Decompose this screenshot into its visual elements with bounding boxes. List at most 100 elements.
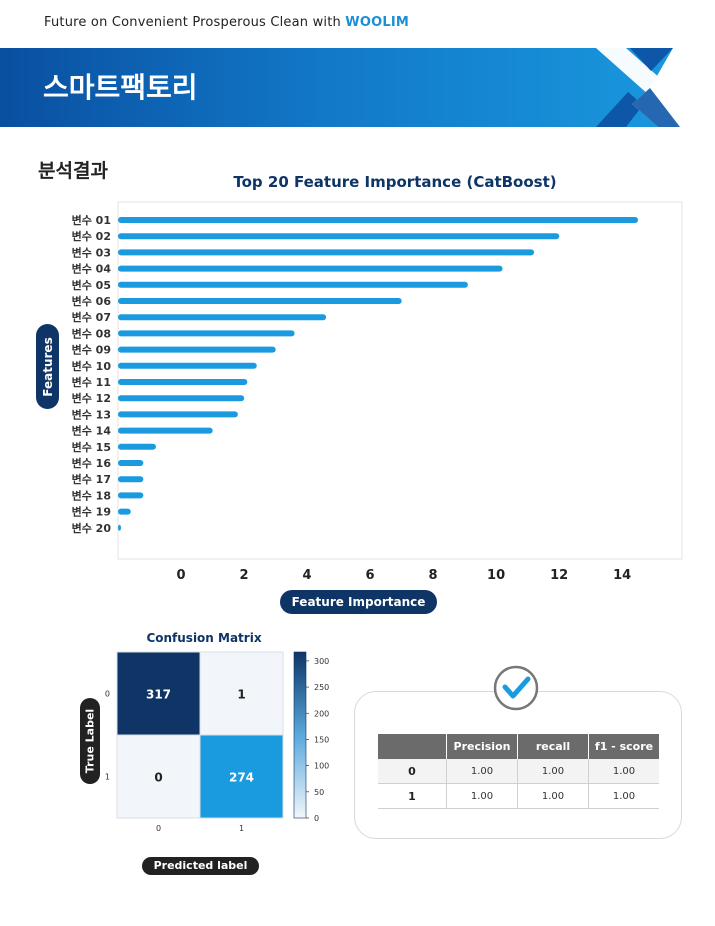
y-tick-label: 변수 05	[72, 278, 111, 292]
y-tick-label: 변수 19	[72, 505, 111, 519]
cm-x-tick: 1	[239, 824, 244, 833]
f1-cell: 1.00	[588, 759, 659, 784]
y-axis-label-pill: Features	[36, 324, 59, 409]
cm-value: 1	[237, 688, 245, 702]
cm-cell	[199, 651, 284, 736]
bar	[118, 249, 535, 256]
metrics-header-f1: f1 - score	[588, 734, 659, 759]
y-tick-label: 변수 13	[72, 407, 111, 421]
precision-cell: 1.00	[446, 759, 518, 784]
x-tick-label: 2	[240, 568, 249, 583]
predicted-label: Predicted label	[153, 859, 248, 872]
y-tick-label: 변수 08	[72, 326, 111, 340]
y-tick-label: 변수 01	[72, 213, 111, 227]
bar	[118, 379, 248, 385]
banner-title: 스마트팩토리	[43, 71, 198, 104]
x-tick-label: 6	[366, 568, 375, 583]
metrics-header-precision: Precision	[446, 734, 518, 759]
bar	[118, 314, 327, 321]
f1-cell: 1.00	[588, 783, 659, 809]
bar	[118, 508, 131, 515]
y-tick-label: 변수 11	[72, 375, 111, 389]
bar	[118, 362, 257, 369]
colorbar-tick-label: 0	[314, 814, 319, 823]
tagline: Future on Convenient Prosperous Clean wi…	[44, 15, 409, 30]
check-circle-icon	[493, 665, 539, 711]
y-tick-label: 변수 12	[72, 391, 111, 405]
bar	[118, 233, 560, 240]
banner-x-logo	[596, 48, 715, 127]
confusion-matrix: 317 1 0 274 0 1 0 1 0 50 100 150 200 250 300	[105, 651, 329, 833]
row-label: 0	[378, 759, 447, 784]
cm-value: 317	[146, 688, 171, 702]
y-tick-label: 변수 17	[72, 472, 111, 486]
x-tick-label: 14	[613, 568, 631, 583]
y-tick-label: 변수 10	[72, 359, 112, 373]
bar	[118, 217, 639, 223]
x-axis-label-pill: Feature Importance	[280, 590, 437, 614]
colorbar-tick-label: 250	[314, 683, 329, 692]
bar	[118, 492, 144, 499]
cm-y-tick: 0	[105, 690, 110, 699]
feature-chart-title: Top 20 Feature Importance (CatBoost)	[233, 173, 557, 191]
row-label: 1	[378, 783, 447, 809]
tagline-text: Future on Convenient Prosperous Clean wi…	[44, 15, 341, 30]
x-axis-label: Feature Importance	[291, 595, 426, 609]
bar	[118, 298, 402, 304]
section-title: 분석결과	[38, 160, 108, 182]
y-tick-label: 변수 04	[72, 262, 112, 276]
colorbar-tick-label: 150	[314, 735, 329, 744]
x-tick-label: 12	[550, 568, 568, 583]
y-tick-label: 변수 15	[72, 440, 111, 454]
y-tick-label: 변수 03	[72, 245, 111, 259]
cm-cell	[199, 734, 284, 819]
x-tick-label: 8	[429, 568, 438, 583]
cm-x-tick: 0	[156, 824, 161, 833]
y-tick-label: 변수 06	[72, 294, 112, 308]
confusion-matrix-title: Confusion Matrix	[146, 631, 262, 645]
colorbar-tick-label: 200	[314, 709, 329, 718]
header-banner: 스마트팩토리	[0, 48, 715, 127]
bar	[118, 411, 238, 418]
bar	[118, 346, 276, 353]
metrics-table: Precision recall f1 - score 0 1.00 1.00 …	[378, 734, 659, 809]
cm-value: 0	[154, 771, 162, 785]
y-tick-label: 변수 18	[72, 488, 111, 502]
cm-value: 274	[229, 771, 254, 785]
x-tick-label: 4	[303, 568, 312, 583]
true-label: True Label	[83, 708, 97, 774]
y-tick-label: 변수 14	[72, 424, 112, 438]
bar	[118, 265, 503, 272]
metrics-header-blank	[378, 734, 447, 759]
bar	[118, 427, 213, 434]
brand-name: WOOLIM	[345, 15, 409, 30]
feature-importance-chart: 변수 01 변수 02 변수 03 변수 04 변수 05 변수 06 변수 07 변수 08…	[72, 201, 683, 583]
colorbar-tick-label: 300	[314, 657, 329, 666]
metrics-header-row: Precision recall f1 - score	[378, 734, 659, 759]
table-row: 0 1.00 1.00 1.00	[378, 759, 659, 784]
recall-cell: 1.00	[517, 783, 589, 809]
y-tick-label: 변수 09	[72, 343, 111, 357]
cm-y-tick: 1	[105, 773, 110, 782]
x-tick-label: 0	[176, 568, 185, 583]
y-tick-label: 변수 02	[72, 229, 111, 243]
bar	[118, 460, 144, 466]
metrics-header-recall: recall	[517, 734, 589, 759]
y-tick-label: 변수 16	[72, 456, 112, 470]
bar	[118, 330, 295, 337]
bar	[118, 476, 144, 483]
cm-cell	[116, 734, 201, 819]
bar	[118, 443, 156, 450]
y-tick-label: 변수 20	[72, 521, 112, 535]
colorbar	[293, 651, 307, 819]
table-row: 1 1.00 1.00 1.00	[378, 783, 659, 809]
bar	[118, 524, 121, 531]
bar	[118, 395, 245, 402]
bar	[118, 281, 468, 288]
recall-cell: 1.00	[517, 759, 589, 784]
colorbar-tick-label: 100	[314, 762, 329, 771]
colorbar-tick-label: 50	[314, 788, 324, 797]
true-label-pill: True Label	[80, 698, 100, 784]
x-tick-label: 10	[487, 568, 505, 583]
y-axis-label: Features	[40, 336, 55, 397]
